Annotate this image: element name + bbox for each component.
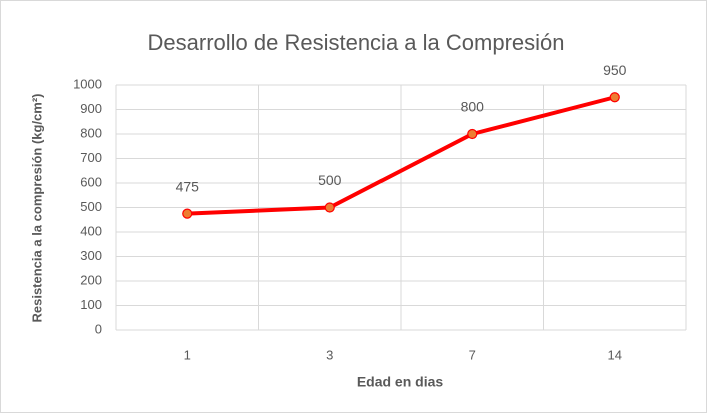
y-tick-label: 100: [80, 297, 102, 312]
data-label: 800: [461, 99, 485, 115]
y-tick-label: 900: [80, 101, 102, 116]
marker: [609, 92, 620, 103]
data-label: 950: [603, 62, 627, 78]
x-tick-label: 7: [469, 347, 476, 362]
y-axis-label: Resistencia a la compresión (kg/cm²): [29, 93, 44, 322]
x-tick-label: 14: [608, 347, 622, 362]
y-tick-label: 700: [80, 150, 102, 165]
y-tick-label: 200: [80, 272, 102, 287]
chart-title: Desarrollo de Resistencia a la Compresió…: [148, 30, 565, 55]
x-tick-label: 3: [326, 347, 333, 362]
y-tick-label: 400: [80, 223, 102, 238]
y-tick-label: 800: [80, 125, 102, 140]
marker: [467, 128, 478, 140]
y-tick-label: 500: [80, 199, 102, 214]
data-label: 500: [318, 172, 342, 188]
data-label: 475: [176, 178, 200, 194]
y-tick-label: 300: [80, 248, 102, 263]
marker: [324, 202, 335, 213]
marker: [182, 208, 193, 219]
x-axis-label: Edad en dias: [357, 374, 444, 390]
line: [187, 95, 616, 216]
x-tick-label: 1: [184, 347, 191, 362]
y-tick-label: 600: [80, 174, 102, 189]
y-tick-label: 1000: [73, 76, 102, 91]
y-tick-label: 0: [95, 321, 102, 336]
